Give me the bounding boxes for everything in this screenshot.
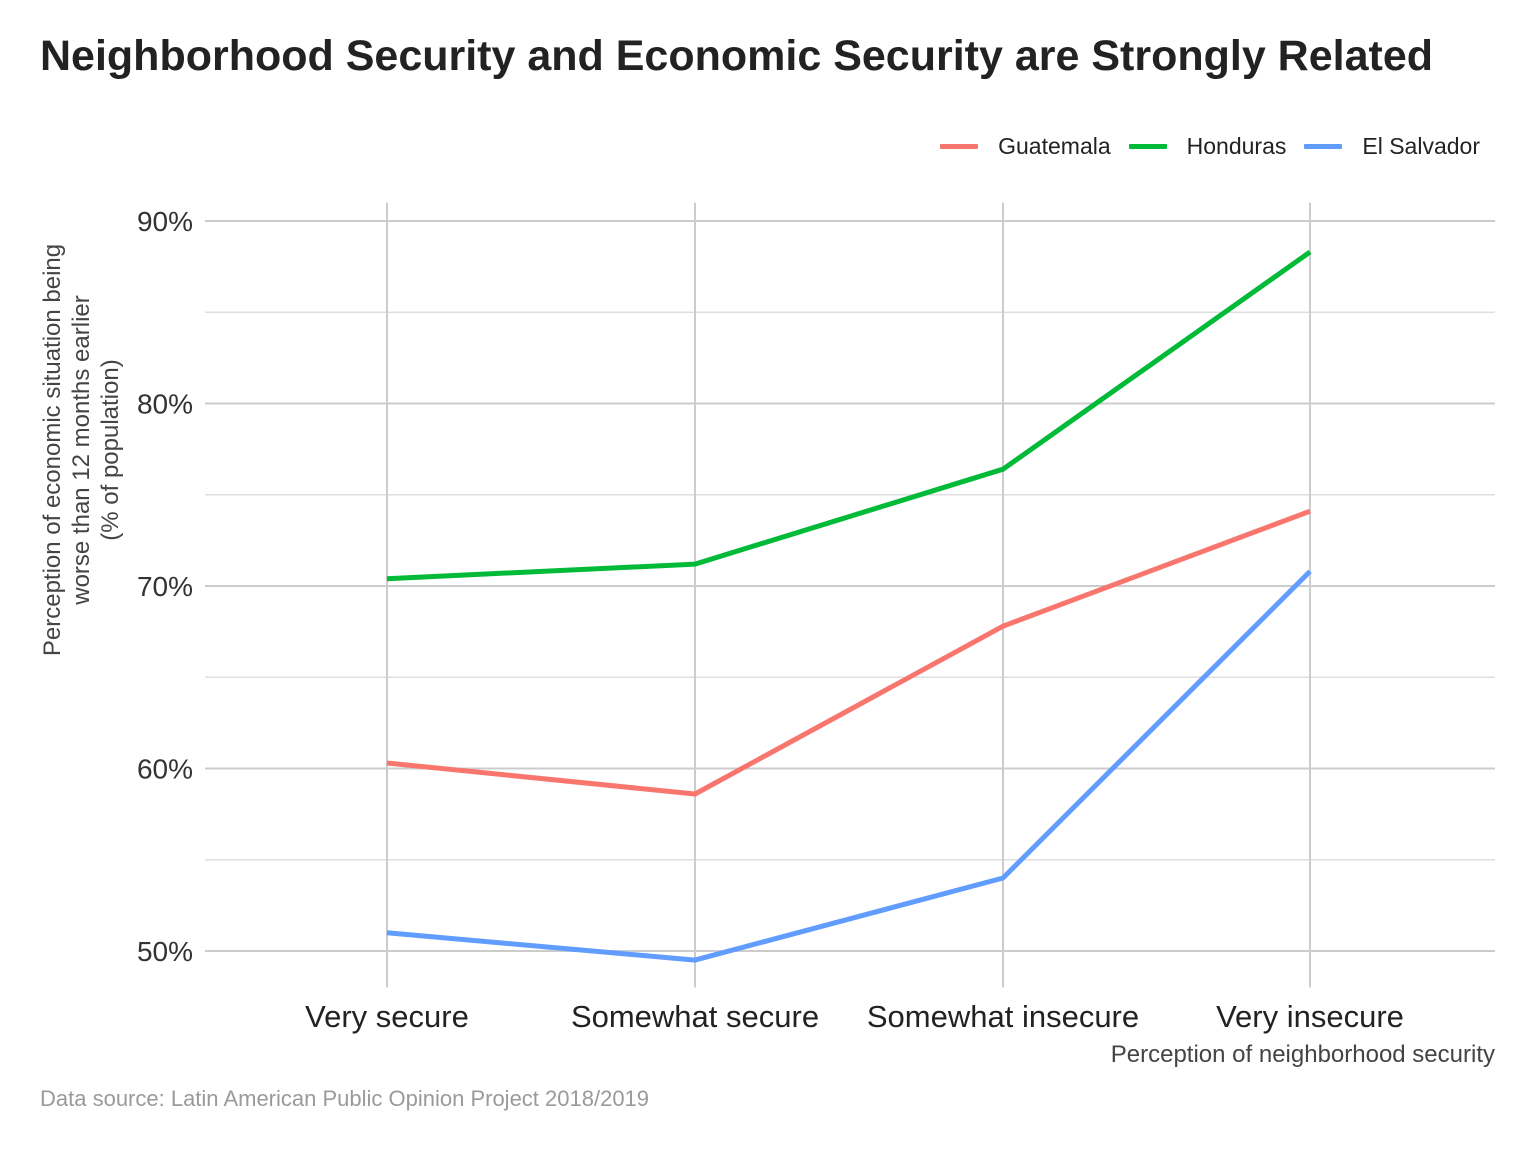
series-line-honduras (386, 249, 1312, 582)
y-tick-label: 80% (137, 389, 193, 420)
legend-swatch (1128, 144, 1167, 149)
y-axis-label-line: worse than 12 months earlier (68, 295, 95, 606)
legend-swatch (1304, 144, 1343, 149)
series-line-el-salvador (386, 569, 1312, 963)
data-source-caption: Data source: Latin American Public Opini… (40, 1086, 650, 1111)
legend-item-guatemala: Guatemala (940, 133, 1111, 160)
legend-item-el-salvador: El Salvador (1304, 133, 1480, 160)
y-tick-label: 60% (137, 754, 193, 785)
y-axis-label-line: (% of population) (97, 359, 124, 540)
y-axis-label: Perception of economic situation being wo… (39, 244, 124, 656)
legend: Guatemala Honduras El Salvador (940, 133, 1480, 160)
chart-title: Neighborhood Security and Economic Secur… (40, 32, 1434, 80)
x-axis-label: Perception of neighborhood security (1111, 1041, 1495, 1068)
legend-label: Honduras (1186, 133, 1287, 159)
y-axis-tick-labels: 50% 60% 70% 80% 90% (137, 206, 193, 967)
y-tick-label: 50% (137, 936, 193, 967)
series-line-guatemala (386, 508, 1311, 797)
legend-label: El Salvador (1362, 133, 1480, 159)
x-tick-label: Somewhat secure (571, 999, 819, 1034)
y-axis-label-line: Perception of economic situation being (39, 244, 66, 656)
y-tick-label: 90% (137, 206, 193, 237)
legend-label: Guatemala (998, 133, 1111, 159)
series-lines (386, 249, 1312, 963)
x-tick-label: Somewhat insecure (867, 999, 1139, 1034)
minor-gridlines (205, 311, 1495, 861)
legend-item-honduras: Honduras (1128, 133, 1287, 160)
x-tick-label: Very insecure (1216, 999, 1404, 1034)
x-tick-label: Very secure (305, 999, 469, 1034)
y-tick-label: 70% (137, 571, 193, 602)
legend-swatch (940, 144, 979, 149)
x-axis-tick-labels: Very secure Somewhat secure Somewhat insec… (305, 999, 1404, 1034)
major-gridlines (205, 202, 1495, 988)
